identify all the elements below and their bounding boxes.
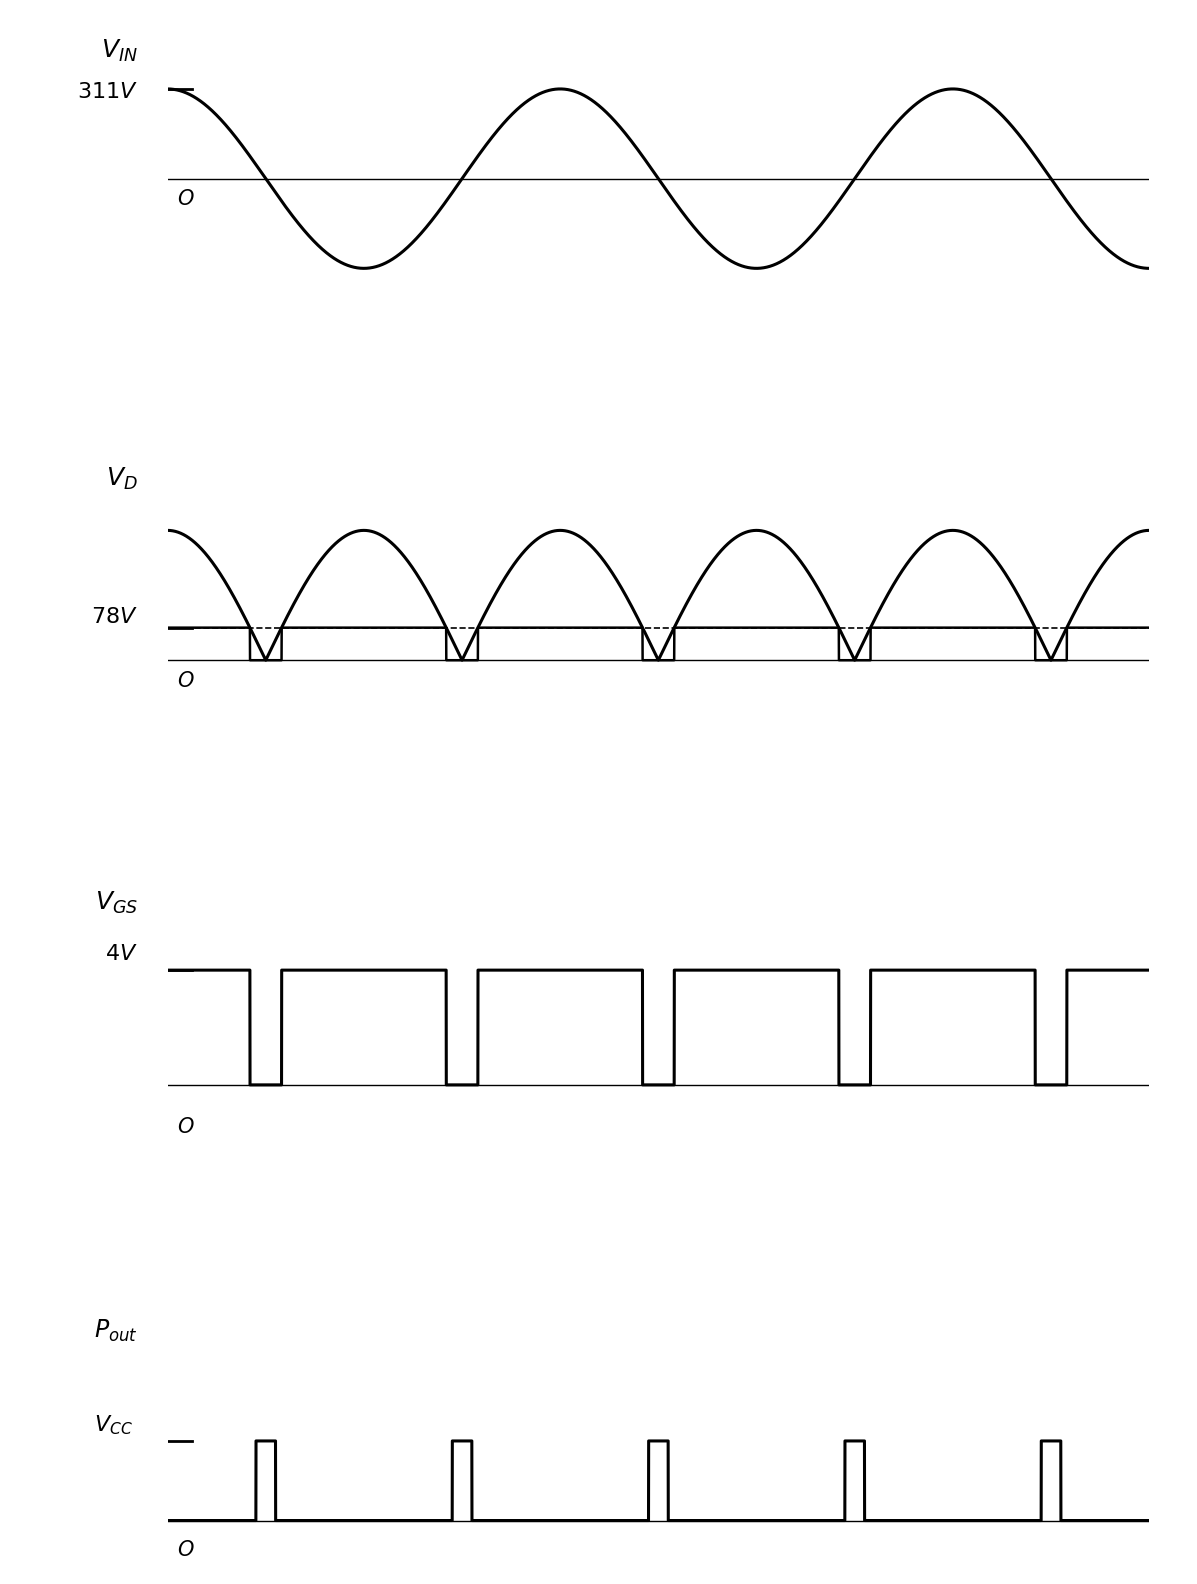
Text: $O$: $O$: [177, 190, 195, 209]
Text: $V_{GS}$: $V_{GS}$: [95, 890, 138, 916]
Text: $V_{CC}$: $V_{CC}$: [95, 1413, 133, 1437]
Text: $O$: $O$: [177, 1540, 195, 1560]
Text: $P_{out}$: $P_{out}$: [95, 1318, 138, 1345]
Text: $78V$: $78V$: [91, 607, 138, 627]
Text: $4V$: $4V$: [105, 944, 138, 965]
Text: $V_{IN}$: $V_{IN}$: [102, 38, 138, 63]
Text: $311V$: $311V$: [77, 82, 138, 101]
Text: $O$: $O$: [177, 670, 195, 691]
Text: $V_D$: $V_D$: [107, 466, 138, 493]
Text: $O$: $O$: [177, 1117, 195, 1137]
